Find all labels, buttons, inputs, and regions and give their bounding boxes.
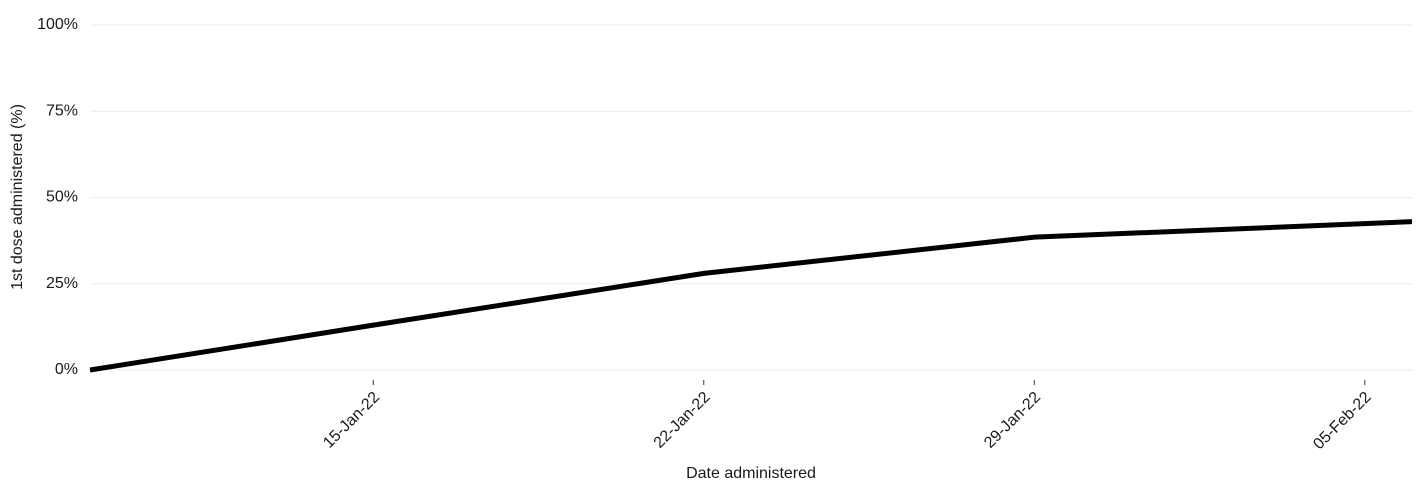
data-line: [89, 219, 1413, 373]
y-tick-label: 75%: [46, 102, 78, 119]
x-tick-label: 22-Jan-22: [651, 389, 714, 452]
y-tick-label: 25%: [46, 275, 78, 292]
x-axis-label: Date administered: [686, 465, 816, 482]
y-axis-label: 1st dose administered (%): [9, 104, 26, 290]
y-tick-label: 100%: [37, 16, 78, 33]
y-tick-label: 0%: [55, 361, 78, 378]
x-tick-label: 29-Jan-22: [981, 389, 1044, 452]
y-tick-label: 50%: [46, 189, 78, 206]
x-tick-label: 05-Feb-22: [1310, 389, 1374, 453]
x-tick-label: 15-Jan-22: [320, 389, 383, 452]
